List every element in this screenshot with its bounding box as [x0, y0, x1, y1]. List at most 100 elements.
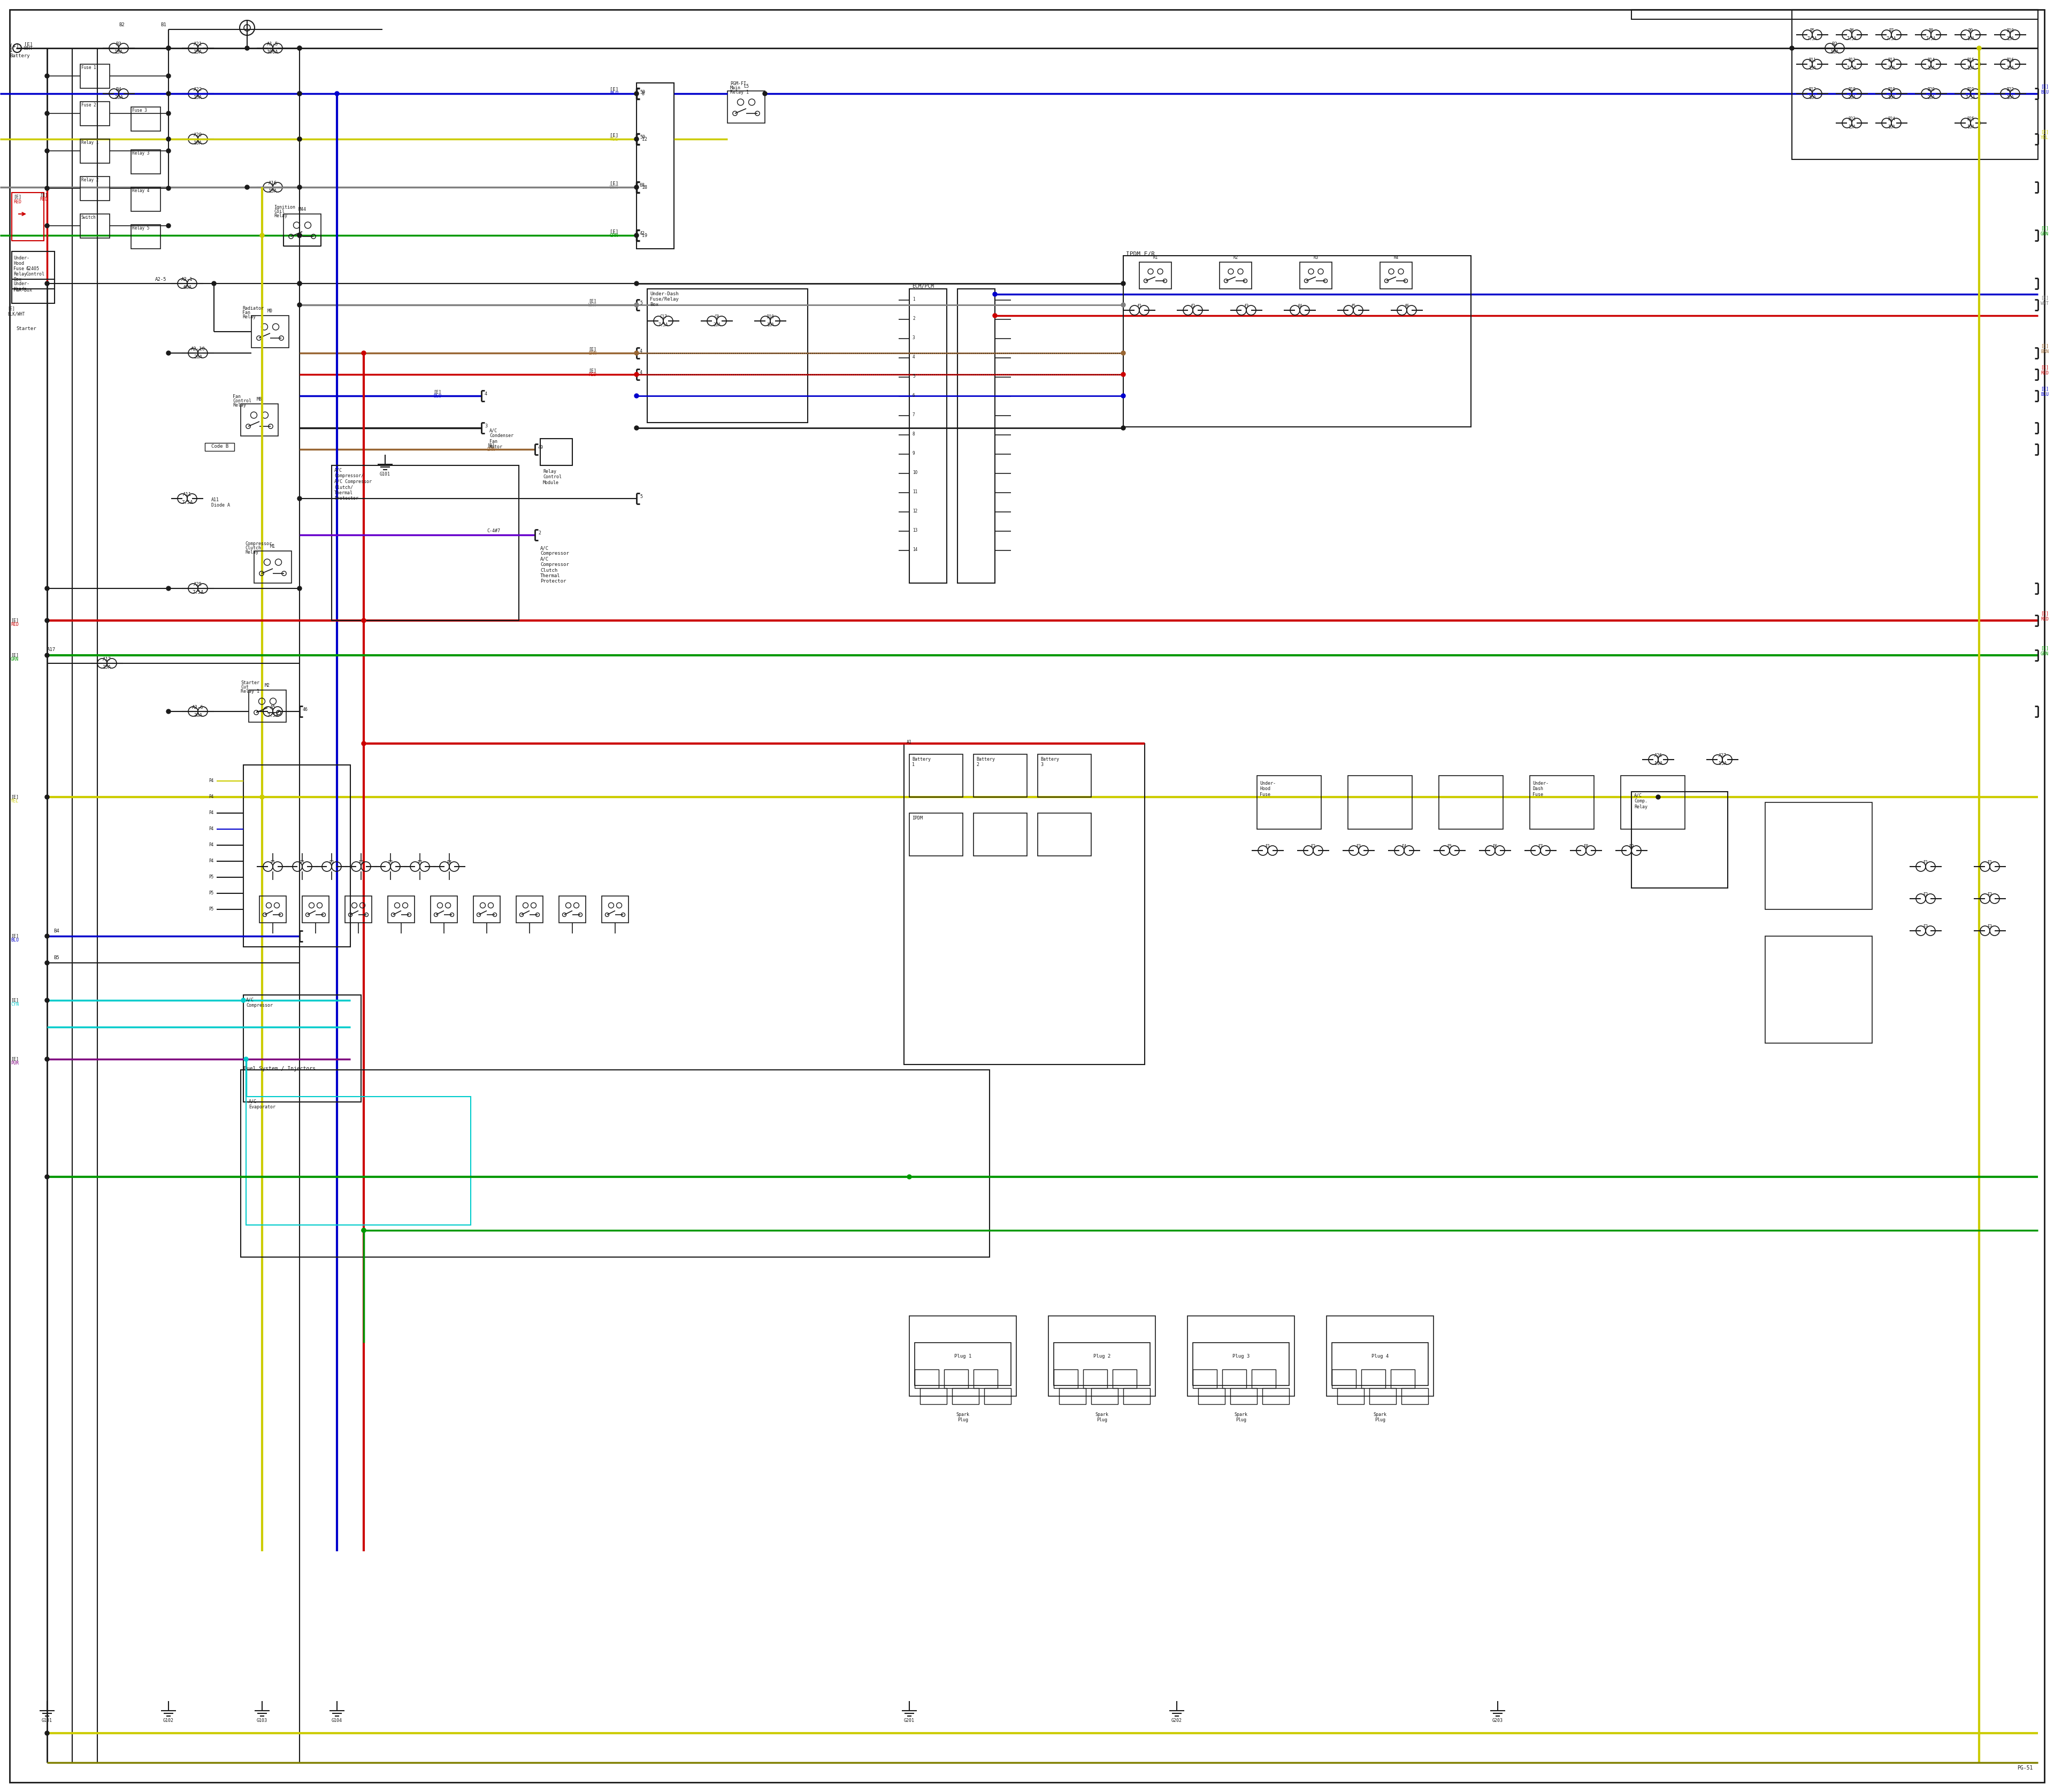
Text: Relay
Control
Module: Relay Control Module [542, 470, 561, 486]
Bar [131, 224, 160, 249]
Text: RED: RED [10, 622, 18, 627]
Text: A2-5: A2-5 [156, 278, 166, 281]
Text: Under-
Hood: Under- Hood [14, 256, 29, 265]
Text: Relay: Relay [14, 272, 27, 276]
Circle shape [298, 185, 302, 190]
Bar [255, 550, 292, 582]
Bar [559, 896, 585, 923]
Text: [E]: [E] [14, 194, 21, 199]
Circle shape [244, 1057, 249, 1061]
Text: 15A: 15A [2007, 66, 2013, 70]
Bar [1193, 1342, 1290, 1385]
Circle shape [212, 281, 216, 285]
Circle shape [362, 742, 366, 745]
Circle shape [45, 149, 49, 152]
Text: F1: F1 [1923, 860, 1929, 866]
Text: [E]: [E] [610, 133, 618, 138]
Bar [205, 443, 234, 452]
Text: [E]
GRN: [E] GRN [2040, 226, 2048, 237]
Bar [602, 896, 629, 923]
Text: B10: B10 [2007, 29, 2013, 34]
Bar [957, 289, 994, 582]
Circle shape [45, 1176, 49, 1179]
Text: P2: P2 [359, 860, 364, 866]
Text: 15A: 15A [193, 50, 201, 54]
Circle shape [635, 303, 639, 306]
Text: F&R Box: F&R Box [14, 289, 33, 292]
Circle shape [298, 136, 302, 142]
Text: 7.5A: 7.5A [267, 713, 279, 719]
Circle shape [992, 292, 996, 296]
Text: G104: G104 [331, 1719, 343, 1722]
Bar [1327, 1315, 1434, 1396]
Text: 7.5A: 7.5A [1927, 36, 1937, 41]
Bar [242, 995, 362, 1102]
Text: Fan: Fan [242, 310, 251, 315]
Text: F2: F2 [1988, 892, 1992, 898]
Circle shape [635, 426, 639, 430]
Text: 14: 14 [912, 547, 918, 552]
Text: Spark
Plug: Spark Plug [1095, 1412, 1109, 1423]
Circle shape [45, 111, 49, 115]
Text: Fuel System / Injectors: Fuel System / Injectors [242, 1066, 316, 1072]
Circle shape [166, 224, 170, 228]
Bar [345, 896, 372, 923]
Text: G103: G103 [257, 1719, 267, 1722]
Text: Diode A: Diode A [212, 504, 230, 507]
Circle shape [1121, 281, 1126, 285]
Text: 10A: 10A [1830, 50, 1838, 54]
Bar [1764, 803, 1871, 909]
Circle shape [261, 796, 265, 799]
Circle shape [362, 618, 366, 622]
Text: A2-6: A2-6 [193, 704, 203, 710]
Bar [1631, 9, 2038, 20]
Circle shape [1121, 426, 1126, 430]
Text: Switch: Switch [82, 215, 97, 220]
Bar [1230, 1389, 1257, 1405]
Text: Relay 1: Relay 1 [240, 688, 259, 694]
Bar [1037, 814, 1091, 857]
Text: R3: R3 [1313, 254, 1319, 260]
Bar [302, 896, 329, 923]
Bar [1440, 776, 1504, 830]
Circle shape [45, 1057, 49, 1061]
Text: Relay 1: Relay 1 [82, 140, 99, 145]
Bar [1124, 1389, 1150, 1405]
Text: 7.5A: 7.5A [1847, 36, 1857, 41]
Circle shape [335, 91, 339, 95]
Text: B5: B5 [53, 955, 60, 961]
Text: 2: 2 [538, 530, 540, 536]
Text: 15A: 15A [1849, 125, 1855, 129]
Text: P5: P5 [210, 891, 214, 896]
Text: 4: 4 [485, 392, 487, 396]
Circle shape [45, 281, 49, 285]
Circle shape [45, 586, 49, 591]
Text: PGM-FI: PGM-FI [729, 81, 746, 86]
Circle shape [244, 47, 249, 50]
Bar [1380, 262, 1413, 289]
Text: Code B: Code B [212, 444, 228, 448]
Text: [E]
RED: [E] RED [2040, 366, 2048, 375]
Text: f2: f2 [1191, 305, 1195, 308]
Text: B4: B4 [115, 88, 121, 91]
Text: Coil: Coil [273, 210, 286, 213]
Text: A22: A22 [193, 88, 201, 91]
Text: BLU: BLU [610, 91, 618, 95]
Circle shape [1976, 47, 1982, 50]
Text: G201: G201 [904, 1719, 914, 1722]
Text: A25: A25 [193, 582, 201, 586]
Text: P2: P2 [329, 860, 335, 866]
Text: Compressor: Compressor [244, 541, 271, 547]
Text: Battery: Battery [10, 54, 29, 59]
Circle shape [240, 998, 246, 1002]
Text: P4: P4 [448, 860, 452, 866]
Text: A17: A17 [103, 658, 111, 661]
Text: A/C
Compressor/
A/C Compressor
Clutch/
Thermal
Protector: A/C Compressor/ A/C Compressor Clutch/ T… [335, 468, 372, 500]
Circle shape [166, 710, 170, 713]
Text: C2405: C2405 [25, 267, 39, 271]
Circle shape [635, 136, 639, 142]
Text: F3: F3 [1356, 844, 1362, 849]
Bar [910, 754, 963, 797]
Bar [1193, 1369, 1216, 1389]
Text: A11: A11 [212, 498, 220, 502]
